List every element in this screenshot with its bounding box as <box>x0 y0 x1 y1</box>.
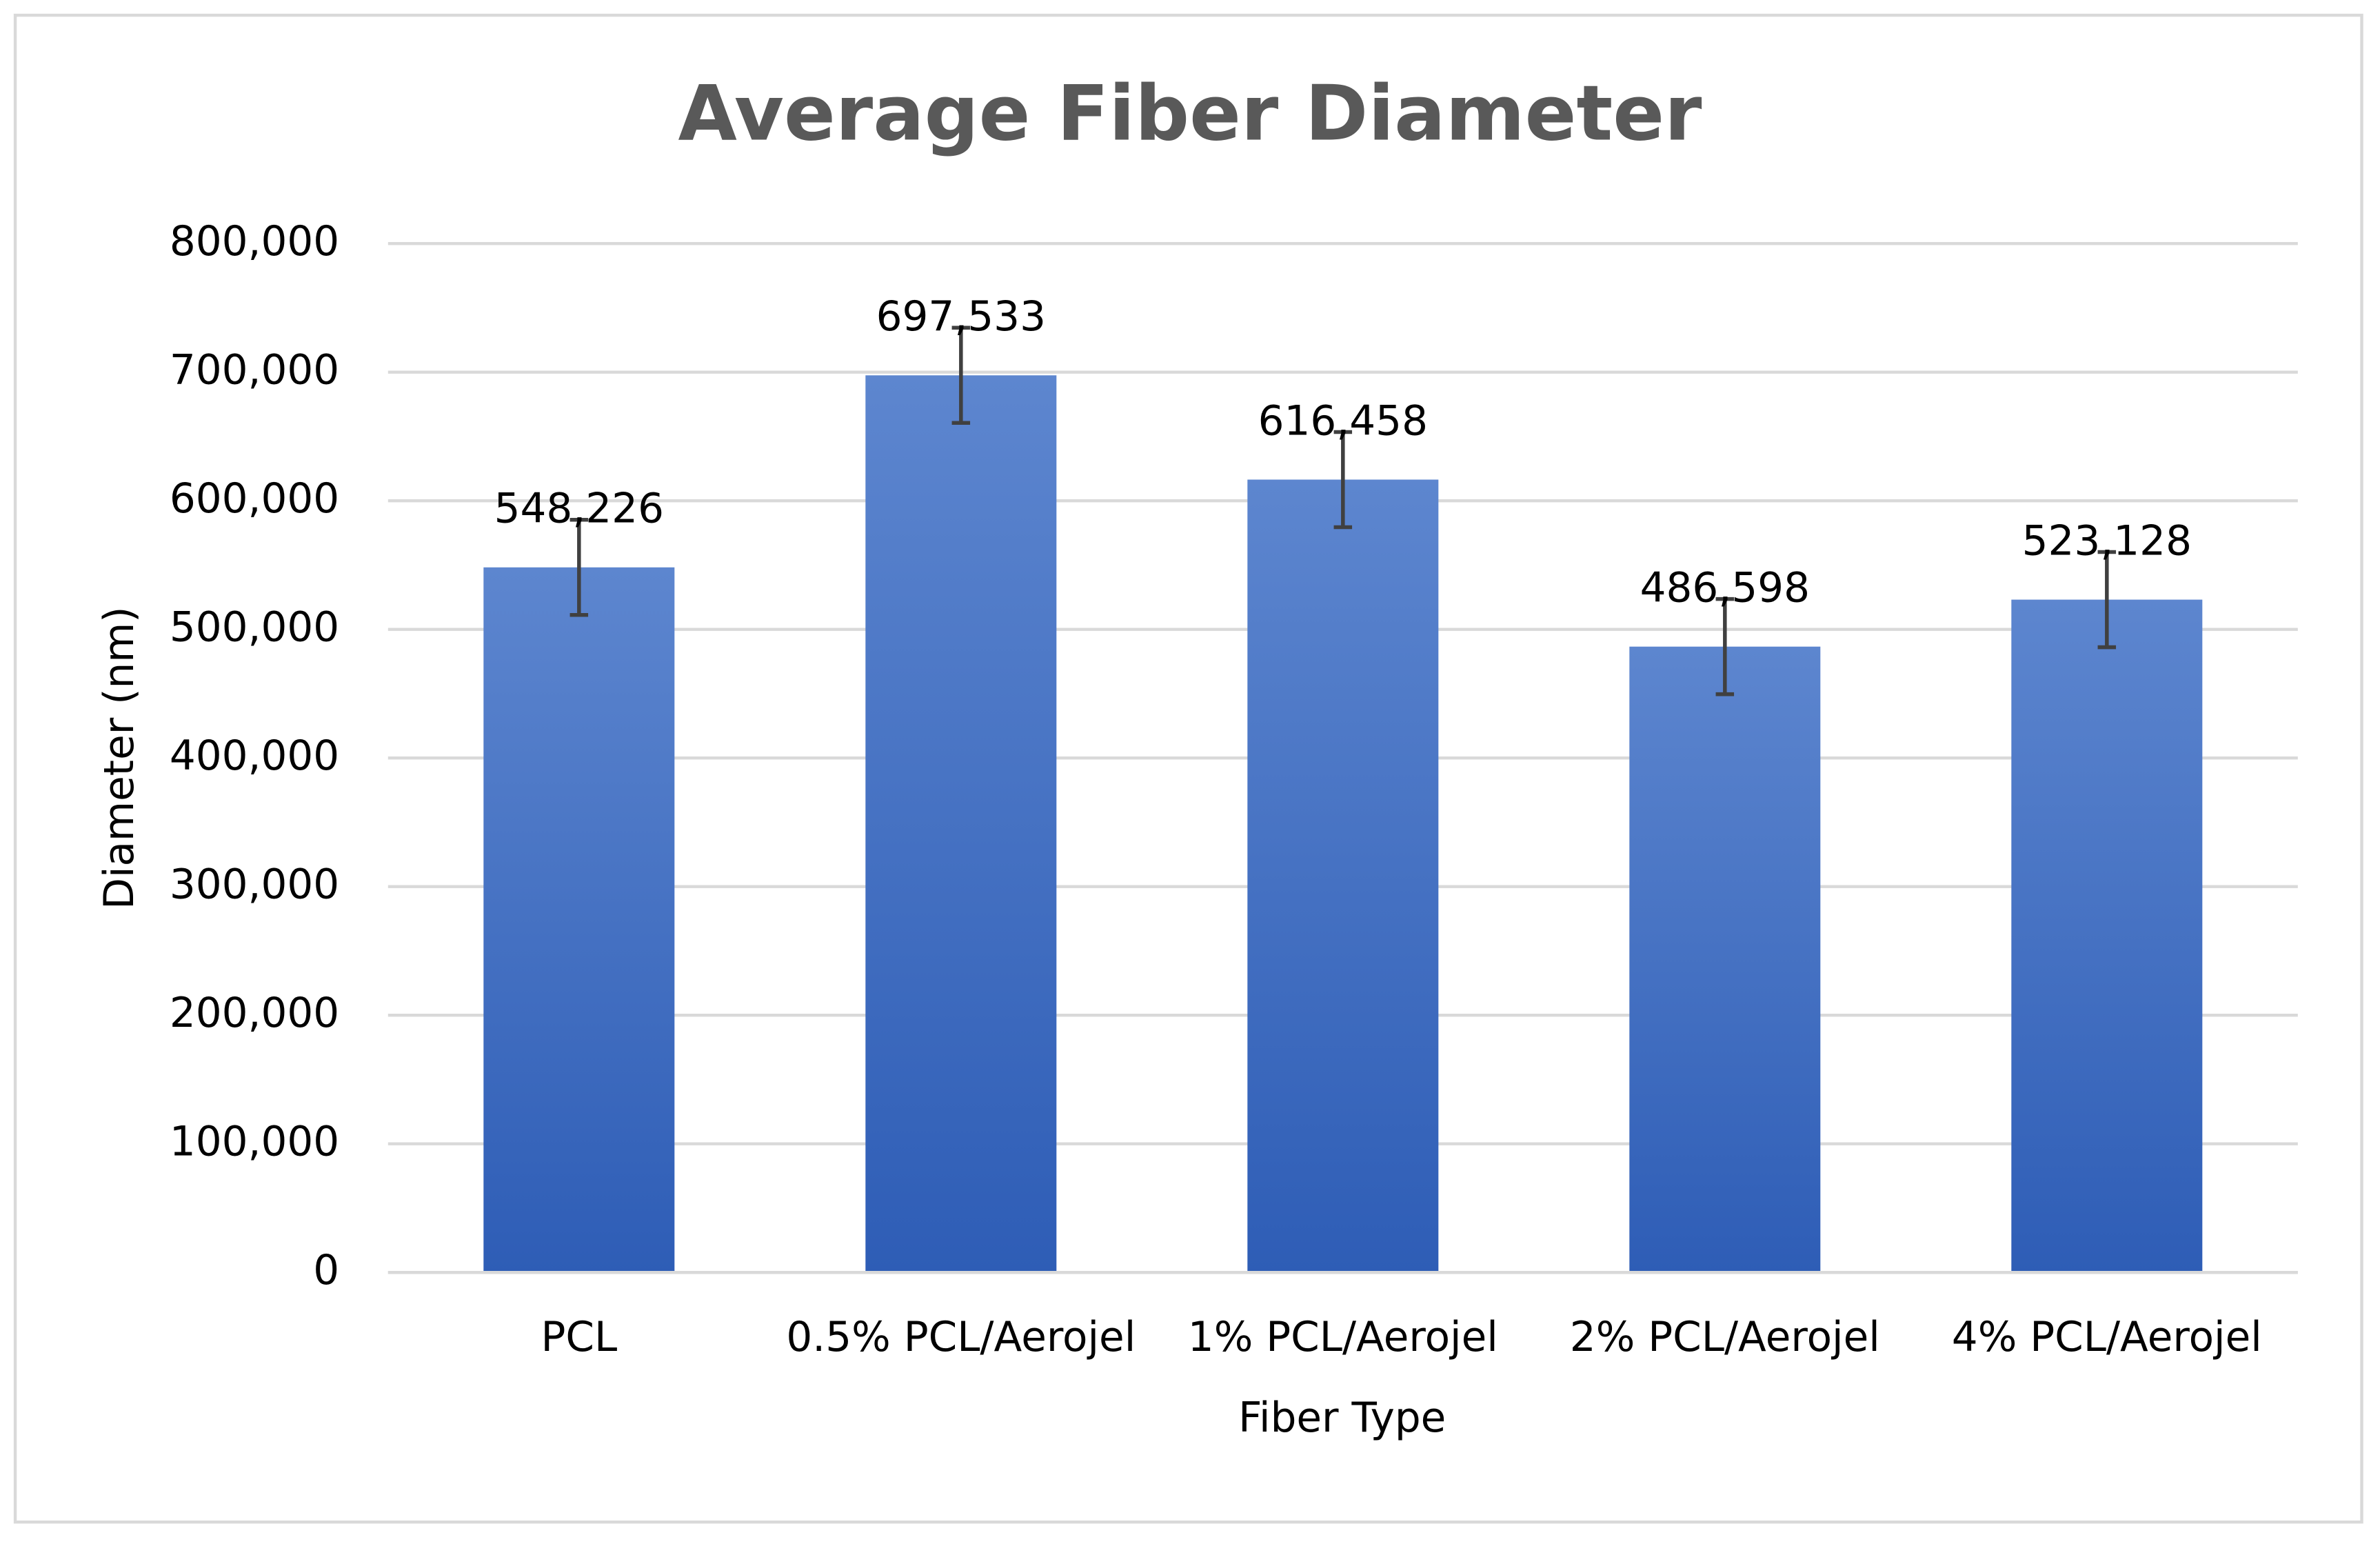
bar <box>1247 479 1439 1273</box>
bar <box>865 375 1057 1273</box>
y-tick-label: 800,000 <box>170 218 339 265</box>
y-tick-label: 500,000 <box>170 603 339 651</box>
error-bar <box>951 325 971 425</box>
x-axis-title: Fiber Type <box>1238 1394 1446 1442</box>
error-bar <box>1715 596 1735 696</box>
y-tick-label: 700,000 <box>170 346 339 394</box>
x-tick-label: 4% PCL/Aerojel <box>1952 1314 2262 1361</box>
y-tick-label: 100,000 <box>170 1118 339 1165</box>
bar <box>1629 646 1821 1273</box>
error-bar <box>1333 430 1353 530</box>
x-tick-label: 1% PCL/Aerojel <box>1188 1314 1498 1361</box>
data-label: 523,128 <box>2022 517 2192 565</box>
y-tick-label: 300,000 <box>170 861 339 908</box>
chart-title: Average Fiber Diameter <box>678 70 1702 158</box>
x-tick-label: PCL <box>541 1314 617 1361</box>
data-label: 486,598 <box>1640 565 1810 612</box>
y-tick-label: 600,000 <box>170 475 339 523</box>
y-tick-label: 200,000 <box>170 990 339 1037</box>
y-axis-title: Diameter (nm) <box>96 607 143 910</box>
data-label: 697,533 <box>876 293 1046 341</box>
x-tick-label: 0.5% PCL/Aerojel <box>786 1314 1136 1361</box>
bar <box>483 567 675 1273</box>
error-bar <box>2097 550 2117 650</box>
data-label: 548,226 <box>494 485 664 533</box>
y-tick-label: 0 <box>313 1247 339 1294</box>
x-tick-label: 2% PCL/Aerojel <box>1570 1314 1880 1361</box>
bar <box>2011 599 2203 1273</box>
y-tick-label: 400,000 <box>170 732 339 780</box>
data-label: 616,458 <box>1258 397 1428 445</box>
chart-border <box>13 13 2363 1524</box>
error-bar <box>569 517 589 617</box>
